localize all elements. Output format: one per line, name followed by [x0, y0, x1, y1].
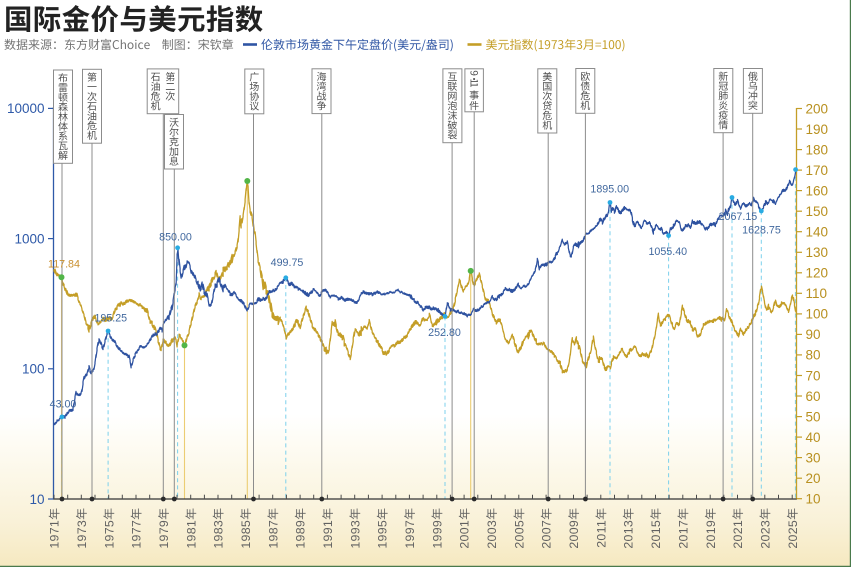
- svg-text:1993: 1993: [348, 520, 362, 549]
- svg-text:20: 20: [806, 471, 821, 486]
- svg-text:140: 140: [806, 225, 829, 240]
- svg-text:150: 150: [806, 204, 829, 219]
- svg-text:190: 190: [806, 122, 829, 137]
- svg-text:1991: 1991: [321, 520, 335, 549]
- svg-text:1989: 1989: [294, 520, 308, 549]
- svg-text:1055.40: 1055.40: [648, 246, 687, 258]
- svg-text:1983: 1983: [212, 520, 226, 549]
- svg-text:43.00: 43.00: [50, 399, 77, 411]
- svg-text:2011: 2011: [594, 520, 608, 548]
- svg-text:30: 30: [806, 450, 821, 465]
- svg-text:120: 120: [806, 266, 829, 281]
- svg-text:60: 60: [806, 389, 821, 404]
- svg-text:117.84: 117.84: [48, 259, 80, 271]
- svg-text:50: 50: [806, 409, 821, 424]
- svg-text:1977: 1977: [130, 520, 144, 549]
- svg-text:2067.15: 2067.15: [719, 211, 758, 223]
- svg-text:180: 180: [806, 142, 829, 157]
- svg-text:80: 80: [806, 348, 821, 363]
- svg-text:1971: 1971: [48, 520, 62, 549]
- svg-text:1895.00: 1895.00: [590, 184, 629, 196]
- svg-text:10: 10: [806, 492, 821, 507]
- svg-text:70: 70: [806, 368, 821, 383]
- svg-text:1981: 1981: [184, 520, 198, 549]
- svg-text:2007: 2007: [540, 520, 554, 549]
- svg-text:1628.75: 1628.75: [742, 225, 781, 237]
- svg-text:130: 130: [806, 245, 829, 260]
- svg-text:10: 10: [29, 492, 44, 507]
- svg-text:2023: 2023: [758, 520, 772, 549]
- svg-text:2001: 2001: [458, 520, 472, 549]
- svg-text:1985: 1985: [239, 520, 253, 549]
- svg-text:100: 100: [22, 362, 45, 377]
- svg-text:160: 160: [806, 183, 829, 198]
- svg-text:1999: 1999: [430, 520, 444, 549]
- svg-text:100: 100: [806, 307, 829, 322]
- svg-text:2021: 2021: [731, 520, 745, 549]
- svg-text:2017: 2017: [676, 520, 690, 549]
- svg-text:2013: 2013: [622, 520, 636, 549]
- svg-text:1979: 1979: [157, 520, 171, 549]
- svg-text:40: 40: [806, 430, 821, 445]
- svg-text:1973: 1973: [75, 520, 89, 549]
- svg-text:1995: 1995: [376, 520, 390, 549]
- svg-text:2003: 2003: [485, 520, 499, 549]
- svg-text:2025: 2025: [786, 520, 800, 549]
- svg-text:1997: 1997: [403, 520, 417, 549]
- svg-text:1975: 1975: [102, 520, 116, 549]
- svg-text:170: 170: [806, 163, 829, 178]
- svg-text:90: 90: [806, 327, 821, 342]
- svg-text:1000: 1000: [14, 231, 44, 246]
- svg-text:110: 110: [806, 286, 828, 301]
- svg-text:850.00: 850.00: [159, 231, 192, 243]
- svg-text:10000: 10000: [7, 101, 45, 116]
- svg-text:252.80: 252.80: [428, 327, 461, 339]
- svg-text:499.75: 499.75: [271, 257, 304, 269]
- svg-text:2005: 2005: [512, 520, 526, 549]
- svg-text:195.25: 195.25: [94, 313, 127, 325]
- svg-text:2009: 2009: [567, 520, 581, 549]
- svg-text:2015: 2015: [649, 520, 663, 549]
- svg-text:2019: 2019: [704, 520, 718, 549]
- svg-text:1987: 1987: [266, 520, 280, 549]
- svg-text:200: 200: [806, 101, 829, 116]
